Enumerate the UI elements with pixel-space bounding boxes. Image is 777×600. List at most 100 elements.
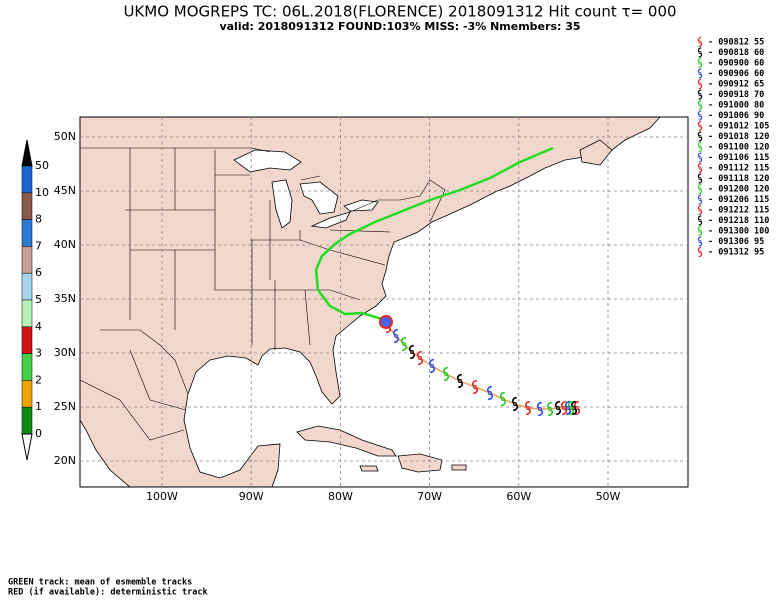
colorbar-label: 0 (35, 427, 42, 440)
hurricane-glyph (429, 358, 435, 374)
colorbar-segment (21, 326, 33, 354)
hurricane-glyph (697, 89, 703, 100)
legend-entry: - 091300 100 (708, 227, 769, 237)
hurricane-glyph (697, 68, 703, 79)
lat-label: 35N (54, 292, 76, 305)
hurricane-eye (698, 135, 702, 138)
hurricane-symbol (393, 328, 399, 344)
hurricane-glyph (697, 99, 703, 111)
legend-entry: - 090912 65 (708, 80, 764, 90)
colorbar-label: 10 (35, 186, 49, 199)
hurricane-eye (698, 51, 702, 54)
hurricane-symbol (500, 391, 506, 407)
hurricane-eye (562, 406, 566, 410)
lon-label: 100W (146, 490, 178, 503)
colorbar-segment (21, 353, 33, 381)
colorbar-label: 7 (35, 239, 42, 252)
hurricane-symbol (697, 120, 703, 132)
footer-note: RED (if available): deterministic track (8, 587, 208, 598)
hurricane-eye (698, 93, 702, 96)
hurricane-glyph (500, 391, 506, 407)
hurricane-symbol (697, 215, 703, 226)
legend-entry: - 091012 105 (708, 122, 769, 132)
hurricane-glyph (697, 225, 703, 237)
legend-entry: - 091200 120 (708, 185, 769, 195)
us-mexico-border (100, 329, 189, 395)
hurricane-glyph (565, 400, 571, 416)
hurricane-glyph (697, 57, 703, 69)
hurricane-glyph (697, 110, 703, 121)
hurricane-eye (698, 240, 702, 243)
legend-entry: - 091006 90 (708, 111, 764, 121)
hurricane-symbol (537, 401, 543, 417)
hurricane-symbol (697, 68, 703, 79)
hurricane-glyph (487, 385, 493, 401)
hurricane-eye (698, 250, 702, 254)
colorbar-segment (21, 192, 33, 220)
lake-huron (299, 181, 339, 215)
hurricane-symbol (697, 246, 703, 258)
hurricane-symbol (697, 110, 703, 121)
hurricane-eye (402, 342, 406, 346)
hurricane-glyph (393, 328, 399, 344)
hurricane-glyph (409, 344, 415, 360)
hurricane-symbol (487, 385, 493, 401)
legend-entry: - 091000 80 (708, 101, 764, 111)
lake-superior (233, 149, 302, 173)
lake-michigan (271, 179, 293, 229)
jamaica (359, 465, 379, 472)
colorbar-label: 5 (35, 293, 42, 306)
hurricane-symbol (697, 194, 703, 205)
colorbar-label: 8 (35, 213, 42, 226)
hurricane-eye (698, 208, 702, 212)
hurricane-glyph (697, 183, 703, 195)
land-layer (80, 117, 661, 487)
lon-label: 90W (239, 490, 264, 503)
hurricane-symbol (555, 400, 561, 416)
hurricane-glyph (512, 396, 518, 412)
hurricane-symbol (697, 99, 703, 111)
hurricane-glyph (472, 379, 478, 395)
hurricane-eye (548, 407, 552, 411)
newfoundland (579, 139, 613, 166)
hurricane-eye (410, 350, 414, 354)
hurricane-glyph (697, 204, 703, 216)
hurricane-symbol (697, 78, 703, 90)
map-title: UKMO MOGREPS TC: 06L.2018(FLORENCE) 2018… (123, 3, 676, 21)
hurricane-symbol (697, 89, 703, 100)
lat-label: 40N (54, 238, 76, 251)
hurricane-glyph (555, 400, 561, 416)
hurricane-eye (444, 372, 448, 376)
hurricane-eye (698, 177, 702, 180)
hurricane-glyph (697, 236, 703, 247)
legend-entry: - 090900 60 (708, 59, 764, 69)
hurricane-eye (394, 334, 398, 338)
colorbar-segment (21, 246, 33, 274)
hurricane-glyph (697, 194, 703, 205)
us-canada-border (80, 147, 446, 223)
hurricane-eye (698, 166, 702, 170)
colorbar-label: 3 (35, 347, 42, 360)
legend-entry: - 090918 70 (708, 90, 764, 100)
hurricane-glyph (697, 162, 703, 174)
hurricane-symbol (697, 204, 703, 216)
hurricane-symbol (697, 173, 703, 184)
hurricane-symbol (697, 152, 703, 163)
hurricane-glyph (401, 336, 407, 352)
hurricane-eye (418, 356, 422, 360)
hurricane-symbol (561, 400, 567, 416)
hurricane-glyph (417, 350, 423, 366)
hurricane-glyph (697, 36, 703, 48)
hurricane-symbol (571, 400, 577, 416)
hurricane-glyph (697, 78, 703, 90)
hurricane-symbol (409, 344, 415, 360)
hurricane-eye (698, 40, 702, 44)
hurricane-eye (698, 72, 702, 75)
hurricane-eye (698, 187, 702, 191)
hurricane-eye (513, 402, 517, 406)
hurricane-symbol (697, 225, 703, 237)
hurricane-glyph (697, 47, 703, 58)
lat-label: 30N (54, 346, 76, 359)
map: 50N 45N 40N 35N 30N 25N 20N 100W 90W 80W 70W 60W 50W (54, 116, 689, 503)
